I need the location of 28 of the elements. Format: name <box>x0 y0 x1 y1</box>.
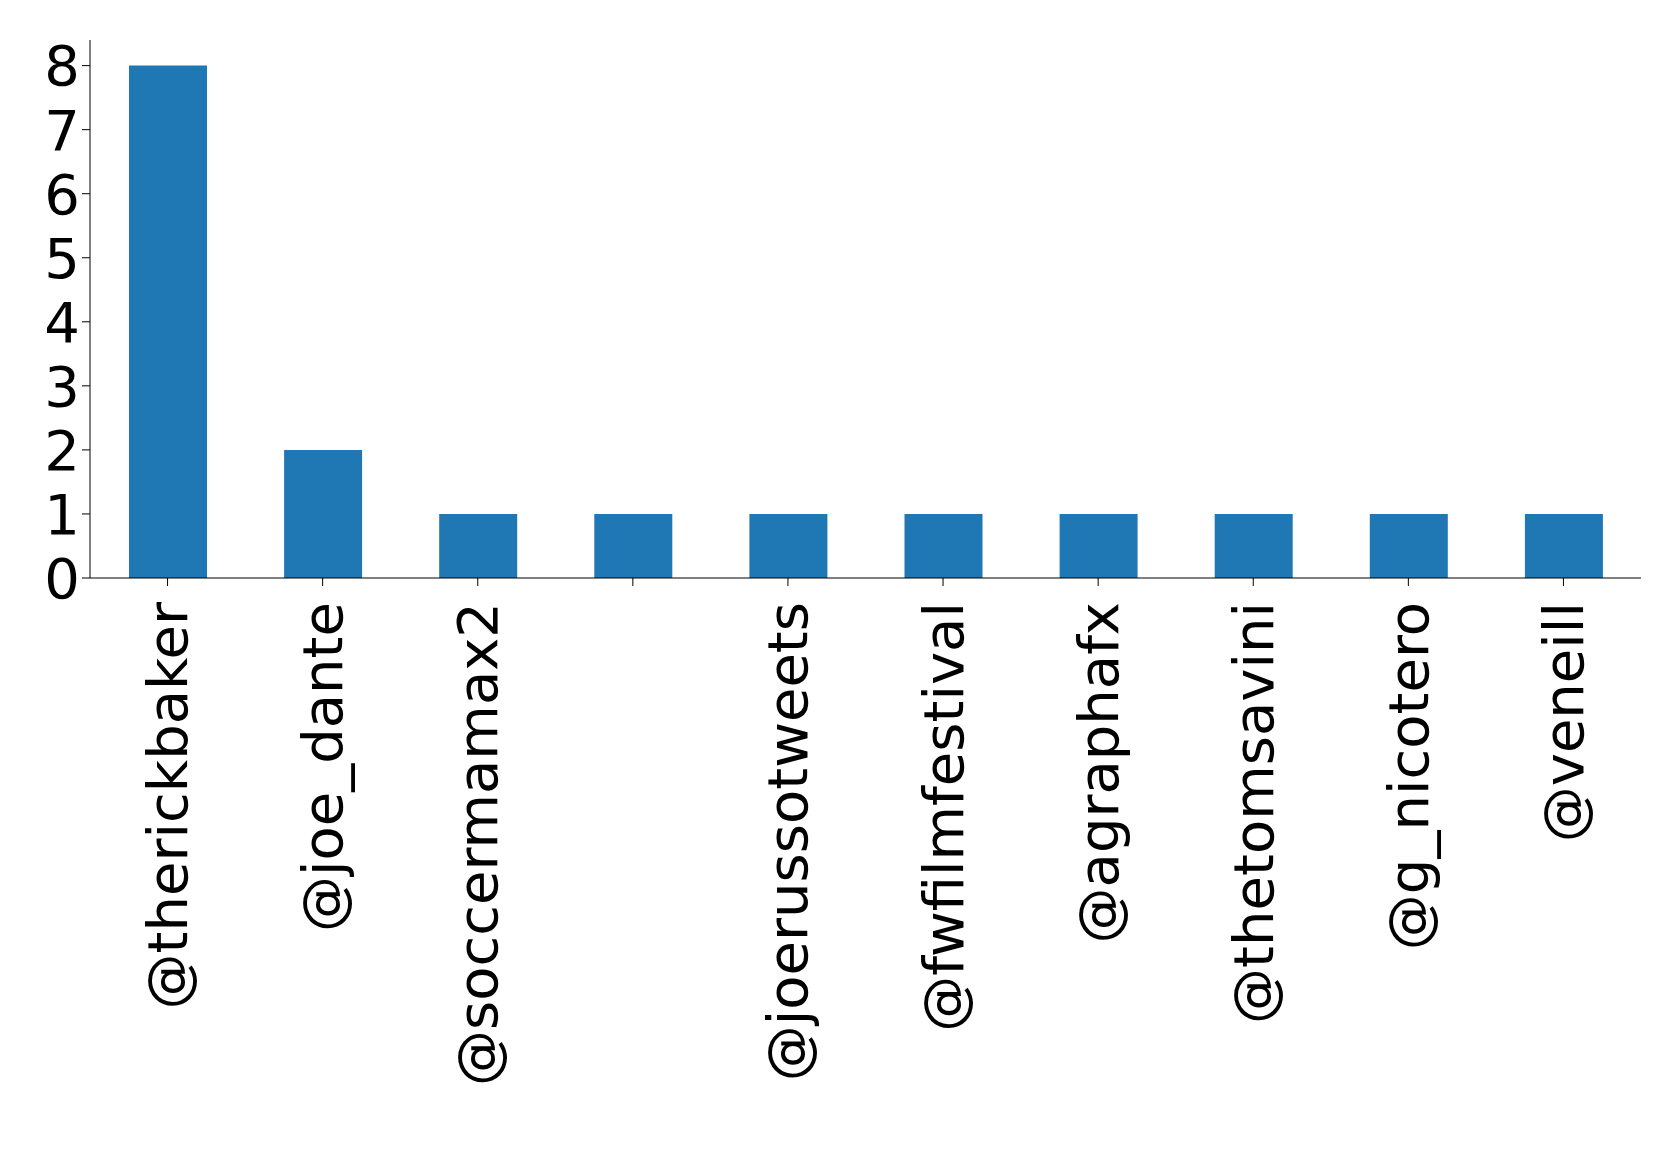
x-tick-label: @fwfilmfestival <box>910 602 976 1032</box>
x-tick-label: @thetomsavini <box>1220 602 1286 1024</box>
y-tick-label: 5 <box>44 225 80 291</box>
y-tick-label: 4 <box>44 289 80 355</box>
y-tick-label: 2 <box>44 417 80 483</box>
bar <box>594 513 673 578</box>
x-tick-label: @soccermamax2 <box>445 602 511 1087</box>
bar <box>1369 513 1448 578</box>
bar <box>284 449 363 578</box>
bar <box>749 513 828 578</box>
y-tick-label: 6 <box>44 161 80 227</box>
bar <box>1214 513 1293 578</box>
y-tick-label: 7 <box>44 97 80 163</box>
x-tick-label: @g_nicotero <box>1375 602 1441 951</box>
x-tick-label: @veneill <box>1530 602 1596 843</box>
bar <box>129 65 207 578</box>
y-tick-label: 3 <box>44 353 80 419</box>
bar <box>1059 513 1138 578</box>
x-tick-label: @agraphafx <box>1065 602 1131 944</box>
y-tick-label: 1 <box>44 481 80 547</box>
bar <box>1524 513 1603 578</box>
bar <box>439 513 518 578</box>
x-tick-label: @joe_dante <box>290 602 356 933</box>
bar <box>904 513 983 578</box>
x-tick-label: @joerussotweets <box>755 602 821 1082</box>
x-tick-label: @therickbaker <box>135 601 201 1010</box>
y-tick-label: 8 <box>44 33 80 99</box>
y-tick-label: 0 <box>44 545 80 611</box>
